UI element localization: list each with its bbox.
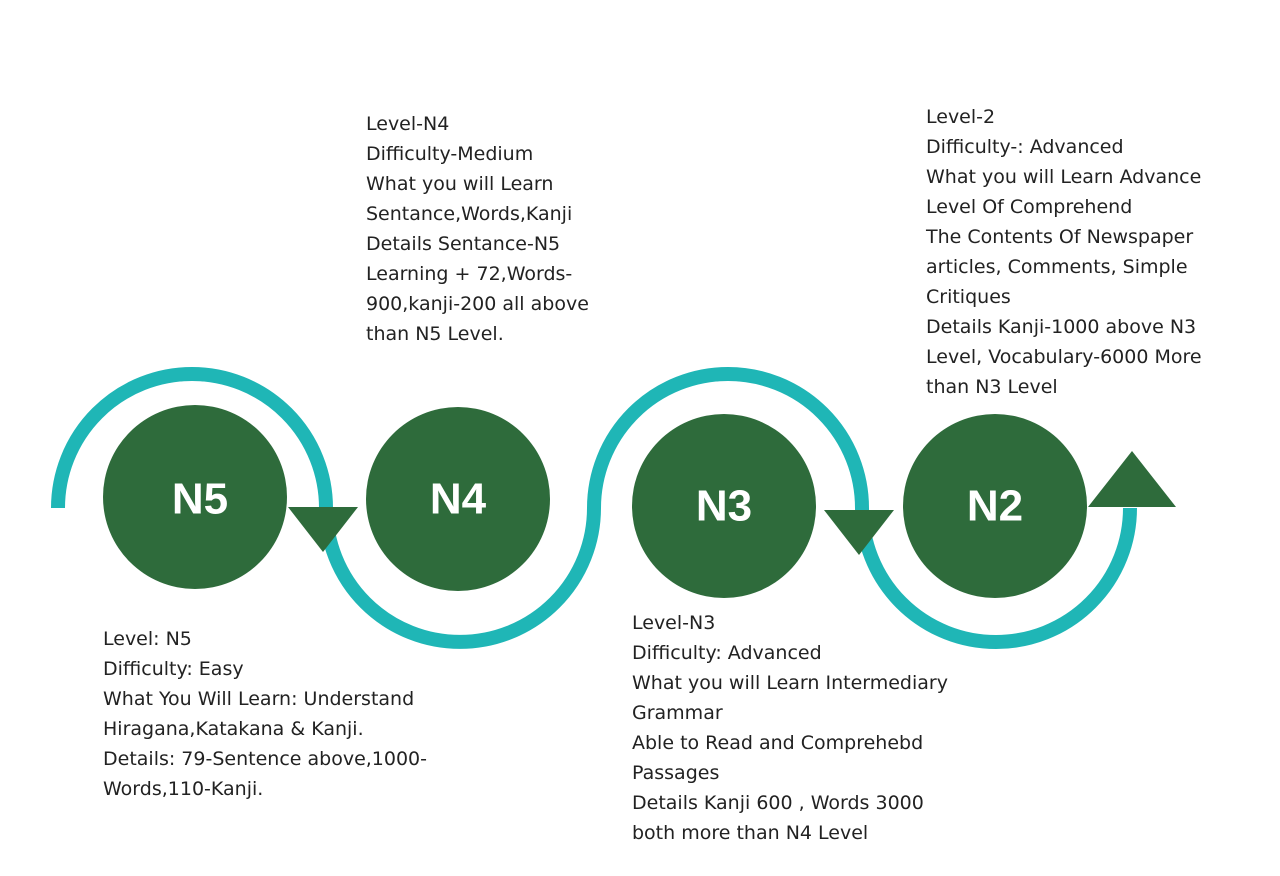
level-circle [366,407,550,591]
level-label: N5 [172,475,228,524]
level-info-n2: Level-2 Difficulty-: Advanced What you w… [926,102,1202,402]
level-circle [632,414,816,598]
info-line: Details Kanji 600 , Words 3000 [632,792,924,814]
level-node-n4: N4 [366,407,550,591]
down-arrow-icon [824,510,894,555]
level-label: N3 [696,482,752,531]
info-line: Passages [632,762,720,784]
info-line: Hiragana,Katakana & Kanji. [103,718,364,740]
info-line: Learning + 72,Words- [366,263,573,285]
info-line: Level-2 [926,106,996,128]
level-node-n5: N5 [103,405,287,589]
info-line: What you will Learn Advance [926,166,1202,188]
level-node-n3: N3 [632,414,816,598]
info-line: articles, Comments, Simple [926,256,1188,278]
info-line: Grammar [632,702,723,724]
info-line: Difficulty-: Advanced [926,136,1124,158]
info-line: Level-N4 [366,113,450,135]
info-line: Level-N3 [632,612,716,634]
level-node-n2: N2 [903,414,1087,598]
level-info-n3: Level-N3 Difficulty: Advanced What you w… [632,608,948,848]
info-line: The Contents Of Newspaper [926,226,1194,248]
info-line: Details: 79-Sentence above,1000- [103,748,428,770]
level-info-n5: Level: N5 Difficulty: Easy What You Will… [103,624,427,804]
info-line: Level: N5 [103,628,192,650]
info-line: than N5 Level. [366,323,504,345]
info-line: Difficulty-Medium [366,143,534,165]
info-line: both more than N4 Level [632,822,869,844]
down-arrow-icon [288,507,358,552]
info-line: Sentance,Words,Kanji [366,203,573,225]
info-line: Level Of Comprehend [926,196,1133,218]
info-line: What you will Learn Intermediary [632,672,948,694]
info-line: What you will Learn [366,173,554,195]
connecting-path [51,367,1137,649]
level-circle [103,405,287,589]
up-arrow-icon [1088,451,1176,507]
level-label: N2 [967,482,1023,531]
level-label: N4 [430,475,487,524]
info-line: Details Kanji-1000 above N3 [926,316,1197,338]
level-circle [903,414,1087,598]
info-line: Details Sentance-N5 [366,233,561,255]
info-line: What You Will Learn: Understand [103,688,415,710]
info-line: Difficulty: Easy [103,658,244,680]
info-line: 900,kanji-200 all above [366,293,589,315]
info-line: Words,110-Kanji. [103,778,264,800]
info-line: Level, Vocabulary-6000 More [926,346,1202,368]
info-line: Critiques [926,286,1011,308]
level-info-n4: Level-N4 Difficulty-Medium What you will… [366,109,589,349]
info-line: Able to Read and Comprehebd [632,732,924,754]
info-line: than N3 Level [926,376,1058,398]
info-line: Difficulty: Advanced [632,642,822,664]
